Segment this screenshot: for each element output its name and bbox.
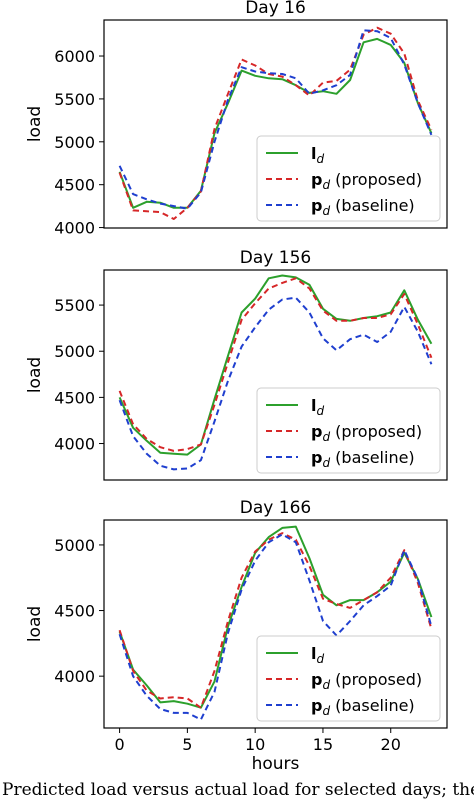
- legend-box: [256, 135, 441, 222]
- y-tick-label: 4500: [54, 388, 95, 407]
- y-tick-label: 4500: [54, 176, 95, 195]
- y-tick-label: 5000: [54, 342, 95, 361]
- y-axis-label: load: [25, 606, 45, 642]
- x-tick-label: 0: [114, 735, 124, 754]
- chart-title: Day 166: [240, 498, 311, 518]
- legend-entry-label: pd (proposed): [311, 170, 422, 192]
- figure-canvas: Day 16 load 4000 4500 5000 5500 6000 ld pd (prop…: [25, 0, 448, 774]
- legend-entry-label: pd (proposed): [311, 670, 422, 692]
- legend: ld pd (proposed) pd (baseline): [256, 635, 441, 722]
- legend-entry-label: pd (proposed): [311, 422, 422, 444]
- y-tick-label: 4000: [54, 219, 95, 238]
- series-line-1: [118, 277, 433, 452]
- chart-panel-1: Day 156 load 4000 4500 5000 5500 ld pd (propose…: [25, 248, 448, 481]
- x-tick-label: 10: [245, 735, 265, 754]
- chart-panel-2: Day 166 load 4000 4500 5000 0 5 10 15 20 hours ld pd…: [25, 498, 448, 774]
- series-line-0: [118, 525, 433, 709]
- series-line-2: [118, 533, 433, 721]
- y-axis-label: load: [25, 357, 45, 393]
- y-tick-label: 5000: [54, 536, 95, 555]
- series-line-2: [118, 29, 433, 210]
- legend: ld pd (proposed) pd (baseline): [256, 135, 441, 222]
- chart-title: Day 16: [245, 0, 306, 18]
- legend-entry-label: pd (baseline): [311, 696, 415, 718]
- series-line-2: [118, 296, 433, 471]
- legend-entry-label: pd (baseline): [311, 196, 415, 218]
- plot-frame: [103, 19, 448, 229]
- y-tick-label: 5500: [54, 90, 95, 109]
- y-tick-label: 5500: [54, 296, 95, 315]
- y-axis-label: load: [25, 106, 45, 142]
- x-tick-label: 5: [182, 735, 192, 754]
- x-tick-label: 20: [381, 735, 401, 754]
- series-line-1: [118, 26, 433, 220]
- y-tick-label: 4500: [54, 602, 95, 621]
- y-tick-label: 4000: [54, 435, 95, 454]
- figure-caption: Predicted load versus actual load for se…: [2, 780, 474, 800]
- legend: ld pd (proposed) pd (baseline): [256, 387, 441, 474]
- legend-entry-label: pd (baseline): [311, 448, 415, 470]
- plot-frame: [103, 269, 448, 481]
- legend-entry-label: ld: [311, 644, 324, 666]
- legend-entry-label: ld: [311, 144, 324, 166]
- x-axis-label: hours: [252, 754, 300, 774]
- series-line-0: [118, 37, 433, 209]
- plot-frame: [103, 519, 448, 729]
- legend-box: [256, 635, 441, 722]
- series-line-1: [118, 532, 433, 709]
- y-tick-label: 4000: [54, 667, 95, 686]
- legend-entry-label: ld: [311, 396, 324, 418]
- x-tick-label: 15: [313, 735, 333, 754]
- chart-panel-0: Day 16 load 4000 4500 5000 5500 6000 ld pd (prop…: [25, 0, 448, 238]
- y-tick-label: 6000: [54, 47, 95, 66]
- y-tick-label: 5000: [54, 133, 95, 152]
- legend-box: [256, 387, 441, 474]
- chart-title: Day 156: [240, 248, 311, 268]
- series-line-0: [118, 274, 433, 456]
